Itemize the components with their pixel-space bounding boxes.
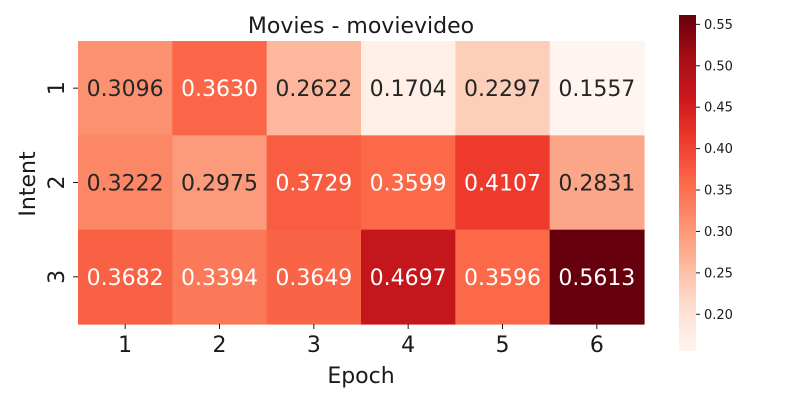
x-axis-label: Epoch [327,364,394,389]
cell-value-label: 0.2297 [464,77,541,102]
chart-title: Movies - movievideo [248,14,474,39]
heatmap-cell-r2-c6 [549,135,645,231]
heatmap-cell-r3-c1 [78,229,173,325]
colorbar-tick-label: 0.20 [704,308,733,323]
x-tick-label: 5 [496,333,510,358]
y-tick-label: 1 [45,81,70,95]
heatmap-cell-r3-c2 [172,229,268,325]
heatmap-cell-r1-c1 [78,41,173,136]
heatmap-cell-r1-c5 [455,41,551,136]
cell-value-label: 0.3596 [464,266,541,291]
y-axis-label: Intent [16,151,41,217]
heatmap-cell-r1-c4 [361,41,456,136]
cell-value-label: 0.3649 [275,266,352,291]
heatmap-cell-r3-c6 [549,229,645,325]
cell-value-label: 0.4697 [370,266,447,291]
heatmap-cell-r1-c2 [172,41,268,136]
cell-value-label: 0.2831 [558,172,635,197]
colorbar: 0.20 0.25 0.30 0.35 0.40 0.45 0.50 0.55 [679,15,733,351]
y-tick-labels: 1 2 3 [45,81,78,284]
cell-value-label: 0.3729 [275,172,352,197]
heatmap-cell-r2-c3 [266,135,362,231]
cell-value-label: 0.3630 [181,77,258,102]
x-tick-label: 6 [590,333,604,358]
cell-value-label: 0.3096 [87,77,164,102]
cell-value-label: 0.2975 [181,172,258,197]
heatmap-cell-r3-c3 [266,229,362,325]
heatmap-cell-r2-c1 [78,135,173,231]
cell-value-label: 0.3394 [181,266,258,291]
heatmap-cells: 0.3096 0.3630 0.2622 0.1704 0.2297 0.1557 0.32… [78,41,645,325]
y-tick-label: 2 [45,176,70,190]
colorbar-ticks: 0.20 0.25 0.30 0.35 0.40 0.45 0.50 0.55 [696,18,733,323]
x-tick-label: 3 [307,333,321,358]
colorbar-tick-label: 0.45 [704,101,733,116]
heatmap-cell-r2-c2 [172,135,268,231]
x-tick-label: 2 [213,333,227,358]
cell-value-label: 0.3599 [370,172,447,197]
colorbar-tick-label: 0.40 [704,142,733,157]
cell-value-label: 0.5613 [558,266,635,291]
x-tick-label: 4 [401,333,415,358]
cell-value-label: 0.3222 [87,172,164,197]
heatmap-cell-r2-c4 [361,135,456,231]
heatmap-cell-r3-c4 [361,229,456,325]
cell-value-label: 0.3682 [87,266,164,291]
colorbar-tick-label: 0.55 [704,18,733,33]
y-tick-label: 3 [45,270,70,284]
x-tick-label: 1 [118,333,132,358]
colorbar-tick-label: 0.30 [704,225,733,240]
cell-value-label: 0.4107 [464,172,541,197]
colorbar-gradient [679,15,696,351]
heatmap-cell-r2-c5 [455,135,551,231]
cell-value-label: 0.1704 [370,77,447,102]
cell-value-label: 0.1557 [558,77,635,102]
heatmap-cell-r1-c6 [549,41,645,136]
cell-value-label: 0.2622 [275,77,352,102]
heatmap-cell-r3-c5 [455,229,551,325]
colorbar-tick-label: 0.50 [704,59,733,74]
colorbar-tick-label: 0.25 [704,266,733,281]
x-tick-labels: 1 2 3 4 5 6 [118,324,604,358]
colorbar-tick-label: 0.35 [704,184,733,199]
heatmap-cell-r1-c3 [266,41,362,136]
